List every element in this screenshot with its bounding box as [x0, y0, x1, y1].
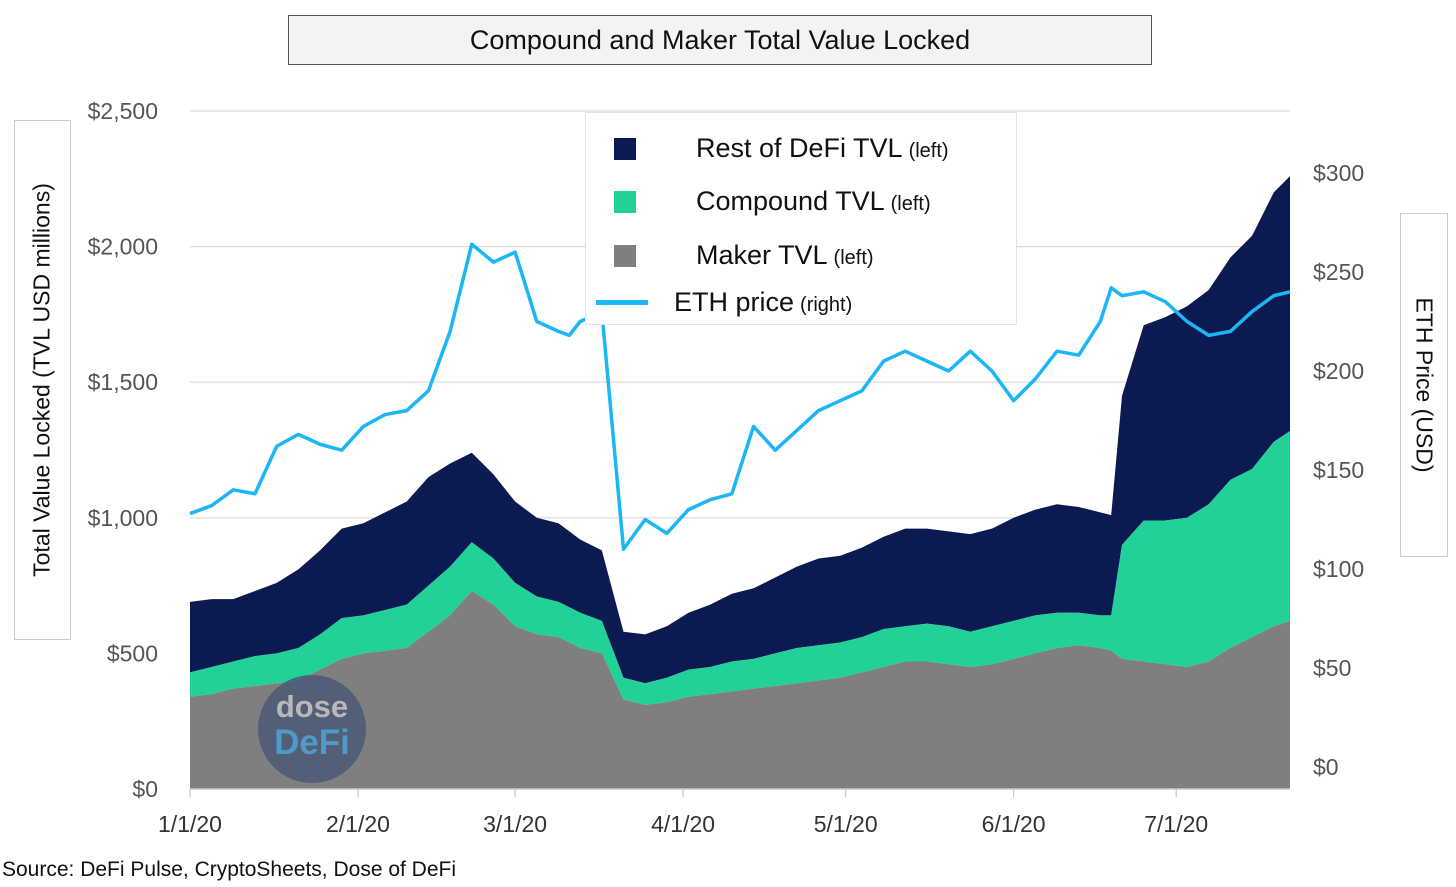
right-axis-label-box	[1400, 213, 1448, 557]
y-right-tick-label: $50	[1313, 655, 1351, 681]
y-right-tick-label: $0	[1313, 754, 1339, 780]
eth-price-line	[189, 242, 1291, 551]
legend-item-eth: ETH price (right)	[586, 287, 852, 318]
dose-of-defi-logo: dose DeFi	[258, 675, 366, 783]
legend-label-eth: ETH price (right)	[674, 287, 853, 317]
y-right-tick-label: $100	[1313, 556, 1364, 582]
left-axis-label-box	[14, 120, 71, 640]
y-left-tick-label: $2,500	[88, 98, 158, 124]
legend-swatch-compound	[614, 190, 636, 213]
x-tick-label: 7/1/20	[1144, 811, 1208, 837]
area-maker	[190, 591, 1290, 789]
chart-title: Compound and Maker Total Value Locked	[288, 15, 1152, 65]
area-compound	[190, 431, 1290, 705]
legend-line-eth	[596, 300, 648, 305]
x-tick-label: 4/1/20	[651, 811, 715, 837]
legend-label-rest: Rest of DeFi TVL (left)	[696, 133, 949, 163]
x-tick-label: 5/1/20	[814, 811, 878, 837]
legend-label-compound: Compound TVL (left)	[696, 186, 931, 216]
x-tick-label: 3/1/20	[483, 811, 547, 837]
y-right-tick-label: $250	[1313, 259, 1364, 285]
legend: Rest of DeFi TVL (left) Compound TVL (left…	[585, 112, 1017, 325]
y-left-tick-label: $500	[107, 640, 158, 666]
y-right-tick-label: $150	[1313, 457, 1364, 483]
x-tick-label: 1/1/20	[158, 811, 222, 837]
axes: $0 $500 $1,000 $1,500 $2,000 $2,500 $0 $50 $100 $…	[88, 98, 1365, 837]
source-note: Source: DeFi Pulse, CryptoSheets, Dose o…	[2, 858, 457, 881]
legend-swatch-maker	[614, 244, 636, 267]
legend-swatch-rest	[614, 137, 636, 160]
logo-text-defi: DeFi	[274, 723, 350, 762]
y-left-tick-label: $0	[132, 776, 158, 802]
y-right-tick-label: $200	[1313, 358, 1364, 384]
y-left-tick-label: $1,000	[88, 505, 158, 531]
legend-label-maker: Maker TVL (left)	[696, 240, 874, 270]
area-rest-of-defi	[190, 176, 1290, 684]
stacked-areas	[190, 176, 1290, 789]
y-left-tick-label: $2,000	[88, 234, 158, 260]
legend-item-compound: Compound TVL (left)	[586, 186, 931, 217]
legend-item-maker: Maker TVL (left)	[586, 240, 874, 271]
eth-price-line-group	[189, 242, 1291, 551]
x-tick-label: 6/1/20	[982, 811, 1046, 837]
legend-item-rest: Rest of DeFi TVL (left)	[586, 133, 949, 164]
y-left-tick-label: $1,500	[88, 369, 158, 395]
x-tick-label: 2/1/20	[326, 811, 390, 837]
logo-text-dose: dose	[275, 689, 349, 724]
y-right-tick-label: $300	[1313, 160, 1364, 186]
